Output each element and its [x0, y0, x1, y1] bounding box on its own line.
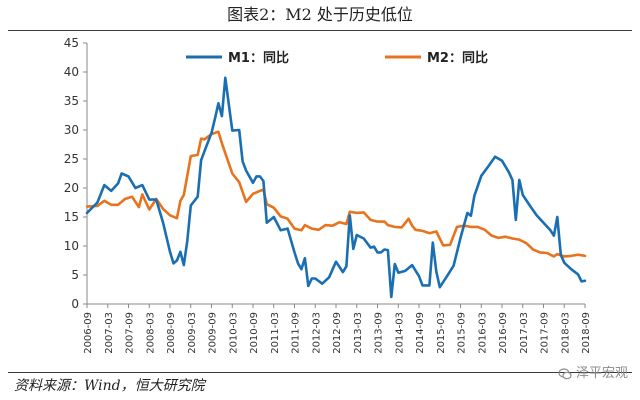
x-tick-label: 2010-03	[228, 312, 239, 354]
x-tick-label: 2009-03	[187, 312, 198, 354]
m2-series-line	[85, 130, 587, 258]
y-tick-label: 35	[64, 94, 79, 108]
x-tick-label: 2017-03	[519, 312, 530, 354]
x-tick-label: 2011-03	[270, 312, 281, 354]
wechat-icon	[558, 368, 572, 380]
watermark-text: 泽平宏观	[575, 366, 628, 381]
x-tick-label: 2013-09	[374, 312, 385, 354]
x-tick-label: 2009-09	[208, 312, 219, 354]
x-tick-label: 2012-03	[311, 312, 322, 354]
x-tick-label: 2007-03	[104, 312, 115, 354]
y-tick-label: 30	[64, 123, 79, 137]
x-tick-label: 2015-09	[457, 312, 468, 354]
m2-legend-label: M2：同比	[427, 50, 488, 66]
y-tick-label: 15	[64, 210, 79, 224]
source-note: 资料来源：Wind，恒大研究院	[14, 378, 205, 394]
watermark: 泽平宏观	[558, 364, 628, 384]
y-tick-label: 0	[71, 297, 79, 311]
chart-series	[85, 76, 587, 299]
y-tick-label: 5	[71, 268, 79, 282]
bottom-rule	[8, 372, 632, 373]
x-tick-label: 2016-09	[498, 312, 509, 354]
x-tick-label: 2013-03	[353, 312, 364, 354]
m1-m2-line-chart: 0 5 10 15 20 25 30 35 40 45 2006-09 2007-03 2007-09 2…	[64, 36, 592, 354]
x-tick-label: 2008-03	[145, 312, 156, 354]
chart-axes: 0 5 10 15 20 25 30 35 40 45 2006-09 2007-03 2007-09 2…	[64, 36, 592, 354]
x-tick-label: 2018-03	[560, 312, 571, 354]
x-tick-label: 2018-09	[581, 312, 592, 354]
x-tick-label: 2010-09	[249, 312, 260, 354]
chart-legend: M1：同比 M2：同比	[186, 50, 488, 66]
x-tick-label: 2012-09	[332, 312, 343, 354]
x-tick-label: 2006-09	[83, 312, 94, 354]
x-tick-label: 2014-09	[415, 312, 426, 354]
x-tick-label: 2007-09	[125, 312, 136, 354]
y-tick-label: 45	[64, 36, 79, 50]
y-tick-label: 25	[64, 152, 79, 166]
y-tick-label: 10	[64, 239, 79, 253]
m1-legend-label: M1：同比	[228, 50, 289, 66]
x-tick-label: 2008-09	[166, 312, 177, 354]
x-tick-label: 2011-09	[291, 312, 302, 354]
x-tick-label: 2014-03	[394, 312, 405, 354]
x-tick-label: 2017-09	[540, 312, 551, 354]
title-rule	[8, 30, 632, 31]
y-tick-label: 40	[64, 65, 79, 79]
m1-series-line	[85, 76, 587, 299]
x-tick-label: 2016-03	[477, 312, 488, 354]
figure-title: 图表2：M2 处于历史低位	[227, 5, 413, 24]
x-tick-label: 2015-03	[436, 312, 447, 354]
y-tick-label: 20	[64, 181, 79, 195]
